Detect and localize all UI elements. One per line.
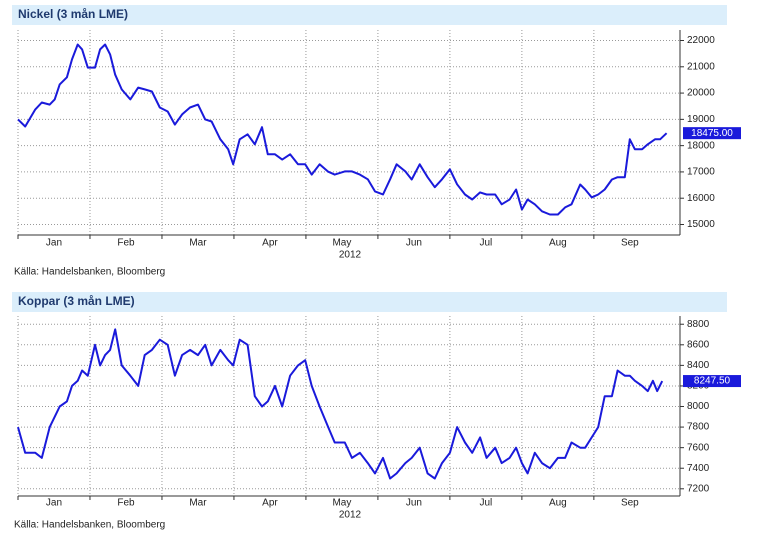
y-tick-label: 17000 (687, 167, 715, 178)
x-tick-label: Aug (549, 498, 567, 509)
x-tick-label: Mar (189, 498, 207, 509)
y-tick-label: 19000 (687, 114, 715, 125)
x-tick-label: Sep (621, 498, 639, 509)
y-tick-label: 16000 (687, 193, 715, 204)
x-tick-label: Jan (46, 498, 62, 509)
last-value-box (683, 127, 741, 140)
source-note: Källa: Handelsbanken, Bloomberg (14, 520, 165, 531)
title-bar (12, 5, 727, 25)
y-tick-label: 8000 (687, 401, 710, 412)
price-line (17, 328, 664, 480)
y-tick-label: 7600 (687, 442, 710, 453)
x-tick-label: Jan (46, 238, 62, 249)
y-tick-label: 22000 (687, 35, 715, 46)
y-tick-label: 7200 (687, 483, 710, 494)
x-tick-label: Apr (262, 498, 278, 509)
chart-title: Nickel (3 mån LME) (18, 7, 128, 21)
y-tick-label: 21000 (687, 61, 715, 72)
y-tick-label: 20000 (687, 88, 715, 99)
y-tick-label: 8400 (687, 360, 710, 371)
x-tick-label: May (332, 498, 351, 509)
source-note: Källa: Handelsbanken, Bloomberg (14, 267, 165, 278)
x-tick-label: Jun (406, 238, 422, 249)
title-bar (12, 292, 727, 312)
x-tick-label: Jun (406, 498, 422, 509)
x-tick-label: Jul (479, 238, 492, 249)
x-tick-label: Feb (117, 238, 135, 249)
last-value-box (683, 375, 741, 388)
y-tick-label: 8600 (687, 339, 710, 350)
x-axis-label: 2012 (339, 250, 362, 261)
x-axis-label: 2012 (339, 510, 362, 521)
y-tick-label: 7400 (687, 463, 710, 474)
y-tick-label: 15000 (687, 219, 715, 230)
x-tick-label: Apr (262, 238, 278, 249)
x-tick-label: Jul (479, 498, 492, 509)
y-tick-label: 18000 (687, 140, 715, 151)
x-tick-label: Mar (189, 238, 207, 249)
x-tick-label: May (332, 238, 351, 249)
last-value-label: 8247.50 (694, 376, 731, 387)
x-tick-label: Feb (117, 498, 135, 509)
x-tick-label: Sep (621, 238, 639, 249)
y-tick-label: 8800 (687, 319, 710, 330)
price-line (17, 43, 668, 216)
chart-title: Koppar (3 mån LME) (18, 294, 135, 308)
last-value-label: 18475.00 (691, 128, 733, 139)
y-tick-label: 7800 (687, 422, 710, 433)
x-tick-label: Aug (549, 238, 567, 249)
